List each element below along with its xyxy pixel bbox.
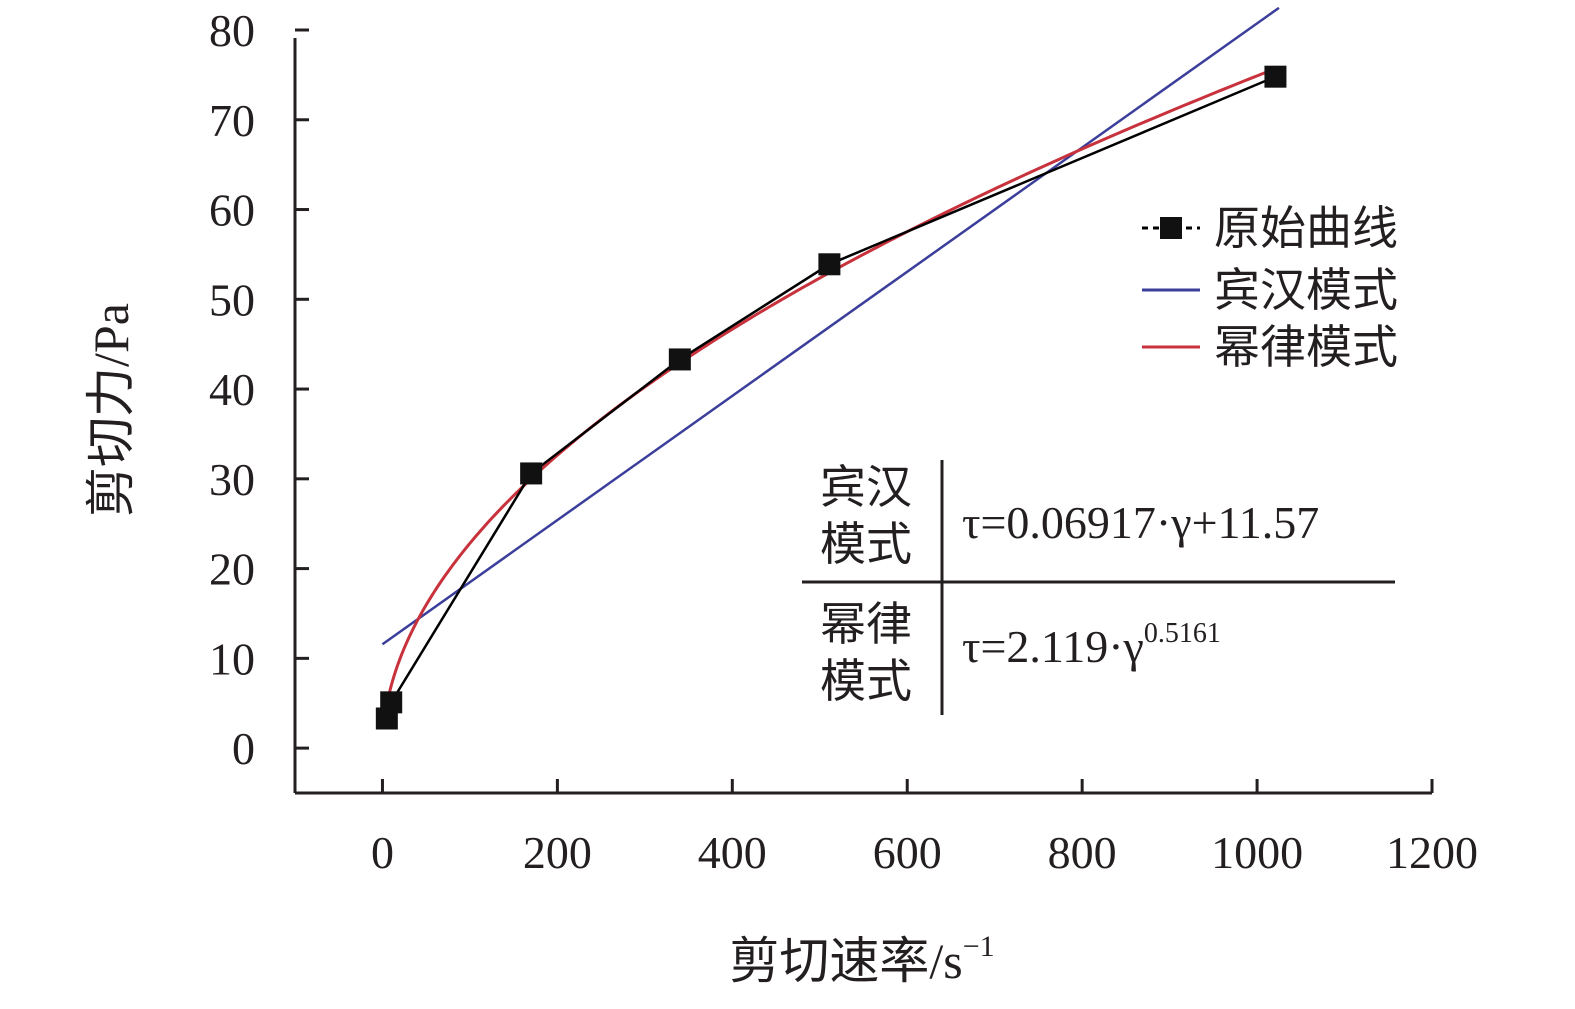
equation-power-law-exponent: 0.5161 xyxy=(1144,618,1221,649)
y-tick-label: 60 xyxy=(209,185,255,236)
legend-label-bingham: 宾汉模式 xyxy=(1214,265,1398,316)
y-tick-label: 20 xyxy=(209,544,255,595)
data-point-marker xyxy=(1264,65,1287,88)
x-axis-title-text: 剪切速率/s xyxy=(729,933,962,989)
y-axis-title: 剪切力/Pa xyxy=(83,303,139,517)
legend-marker-raw xyxy=(1160,217,1182,239)
legend-label-power-law: 幂律模式 xyxy=(1214,322,1398,373)
y-tick-label: 70 xyxy=(209,95,255,146)
x-tick-label: 1200 xyxy=(1386,827,1478,878)
data-point-marker xyxy=(520,462,543,485)
x-tick-label: 1000 xyxy=(1211,827,1303,878)
legend-label-raw: 原始曲线 xyxy=(1214,203,1398,254)
data-point-marker xyxy=(380,691,403,714)
x-tick-label: 200 xyxy=(523,827,592,878)
equation-name-power-law-line2: 模式 xyxy=(820,656,912,707)
equation-power-law-base: τ=2.119·γ xyxy=(962,621,1144,672)
x-tick-label: 0 xyxy=(371,827,394,878)
data-point-marker xyxy=(818,253,841,276)
equation-name-bingham-line2: 模式 xyxy=(820,519,912,570)
equation-power-law: τ=2.119·γ0.5161 xyxy=(962,618,1221,672)
x-axis-title-superscript: −1 xyxy=(963,930,995,963)
y-tick-label: 80 xyxy=(209,5,255,56)
plot-area xyxy=(375,6,1287,730)
equation-name-bingham-line1: 宾汉 xyxy=(820,462,912,513)
y-tick-label: 10 xyxy=(209,633,255,684)
equation-bingham: τ=0.06917·γ+11.57 xyxy=(962,497,1319,548)
y-tick-label: 30 xyxy=(209,454,255,505)
axis-titles: 剪切速率/s−1 剪切力/Pa xyxy=(83,303,995,989)
x-tick-label: 600 xyxy=(873,827,942,878)
equation-name-power-law-line1: 幂律 xyxy=(820,599,912,650)
y-tick-label: 0 xyxy=(232,723,255,774)
y-tick-label: 40 xyxy=(209,364,255,415)
x-tick-label: 800 xyxy=(1048,827,1117,878)
series-line-power-law xyxy=(383,65,1280,715)
series-line-bingham xyxy=(381,6,1280,646)
data-point-marker xyxy=(668,348,691,371)
y-tick-label: 50 xyxy=(209,274,255,325)
x-axis-title: 剪切速率/s−1 xyxy=(729,930,994,989)
x-tick-label: 400 xyxy=(698,827,767,878)
